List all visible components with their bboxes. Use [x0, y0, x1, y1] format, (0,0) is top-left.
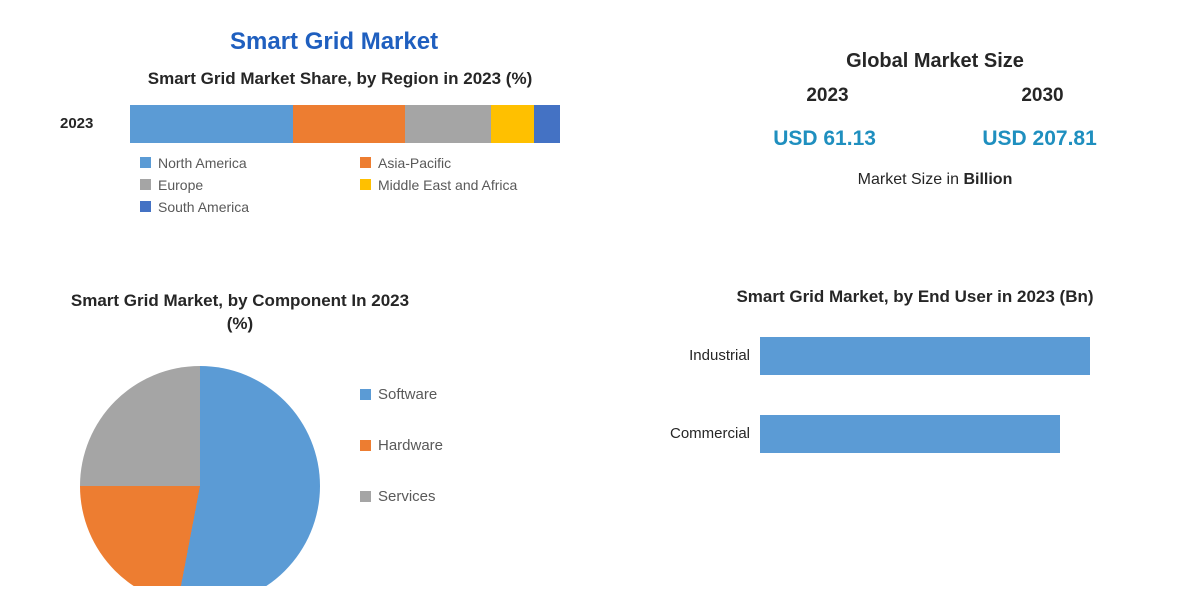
legend-swatch — [360, 389, 371, 400]
end-user-row: Commercial — [650, 415, 1180, 453]
market-size-years: 2023 2030 — [720, 85, 1150, 107]
legend-swatch — [360, 157, 371, 168]
legend-label: North America — [158, 155, 247, 171]
legend-label: Software — [378, 386, 437, 403]
end-user-bar — [760, 337, 1090, 375]
market-size-unit-prefix: Market Size in — [858, 171, 964, 188]
legend-item: Services — [360, 488, 443, 505]
component-legend: Software Hardware Services — [360, 386, 443, 505]
legend-item: North America — [140, 155, 360, 171]
legend-label: South America — [158, 199, 249, 215]
legend-item: Hardware — [360, 437, 443, 454]
legend-label: Asia-Pacific — [378, 155, 451, 171]
region-share-bar — [130, 105, 560, 143]
legend-swatch — [360, 179, 371, 190]
legend-label: Middle East and Africa — [378, 177, 517, 193]
end-user-bar — [760, 415, 1060, 453]
region-segment — [405, 105, 491, 143]
market-size-unit: Market Size in Billion — [720, 171, 1150, 189]
market-size-values: USD 61.13 USD 207.81 — [720, 127, 1150, 151]
region-share-legend: North America Asia-Pacific Europe Middle Ea… — [140, 155, 620, 215]
legend-item: Software — [360, 386, 443, 403]
region-segment — [491, 105, 534, 143]
region-share-row: 2023 — [60, 105, 620, 143]
end-user-label: Commercial — [650, 425, 760, 442]
legend-label: Services — [378, 488, 436, 505]
component-pie — [80, 366, 320, 586]
region-segment — [130, 105, 293, 143]
legend-swatch — [140, 179, 151, 190]
legend-item: Europe — [140, 177, 360, 193]
legend-swatch — [360, 491, 371, 502]
market-size-value: USD 61.13 — [773, 127, 876, 151]
region-share-year-label: 2023 — [60, 115, 130, 132]
end-user-bars: Industrial Commercial — [650, 337, 1180, 453]
legend-swatch — [140, 201, 151, 212]
market-size-year: 2030 — [1021, 85, 1063, 107]
region-segment — [534, 105, 560, 143]
page-title: Smart Grid Market — [230, 28, 438, 56]
region-share-title: Smart Grid Market Share, by Region in 20… — [60, 68, 620, 91]
market-size-panel: Global Market Size 2023 2030 USD 61.13 U… — [720, 50, 1150, 189]
legend-item: Middle East and Africa — [360, 177, 590, 193]
legend-swatch — [140, 157, 151, 168]
legend-swatch — [360, 440, 371, 451]
component-pie-wrap — [60, 346, 360, 586]
market-size-value: USD 207.81 — [982, 127, 1096, 151]
legend-item: South America — [140, 199, 360, 215]
legend-item: Asia-Pacific — [360, 155, 590, 171]
market-size-title: Global Market Size — [720, 50, 1150, 73]
legend-label: Europe — [158, 177, 203, 193]
legend-label: Hardware — [378, 437, 443, 454]
region-segment — [293, 105, 405, 143]
end-user-title: Smart Grid Market, by End User in 2023 (… — [650, 286, 1180, 309]
region-share-chart: Smart Grid Market Share, by Region in 20… — [60, 68, 620, 215]
end-user-chart: Smart Grid Market, by End User in 2023 (… — [650, 286, 1180, 493]
end-user-label: Industrial — [650, 347, 760, 364]
market-size-year: 2023 — [806, 85, 848, 107]
market-size-unit-bold: Billion — [963, 171, 1012, 188]
component-title: Smart Grid Market, by Component In 2023 … — [60, 290, 420, 336]
component-chart: Smart Grid Market, by Component In 2023 … — [60, 290, 620, 586]
end-user-row: Industrial — [650, 337, 1180, 375]
